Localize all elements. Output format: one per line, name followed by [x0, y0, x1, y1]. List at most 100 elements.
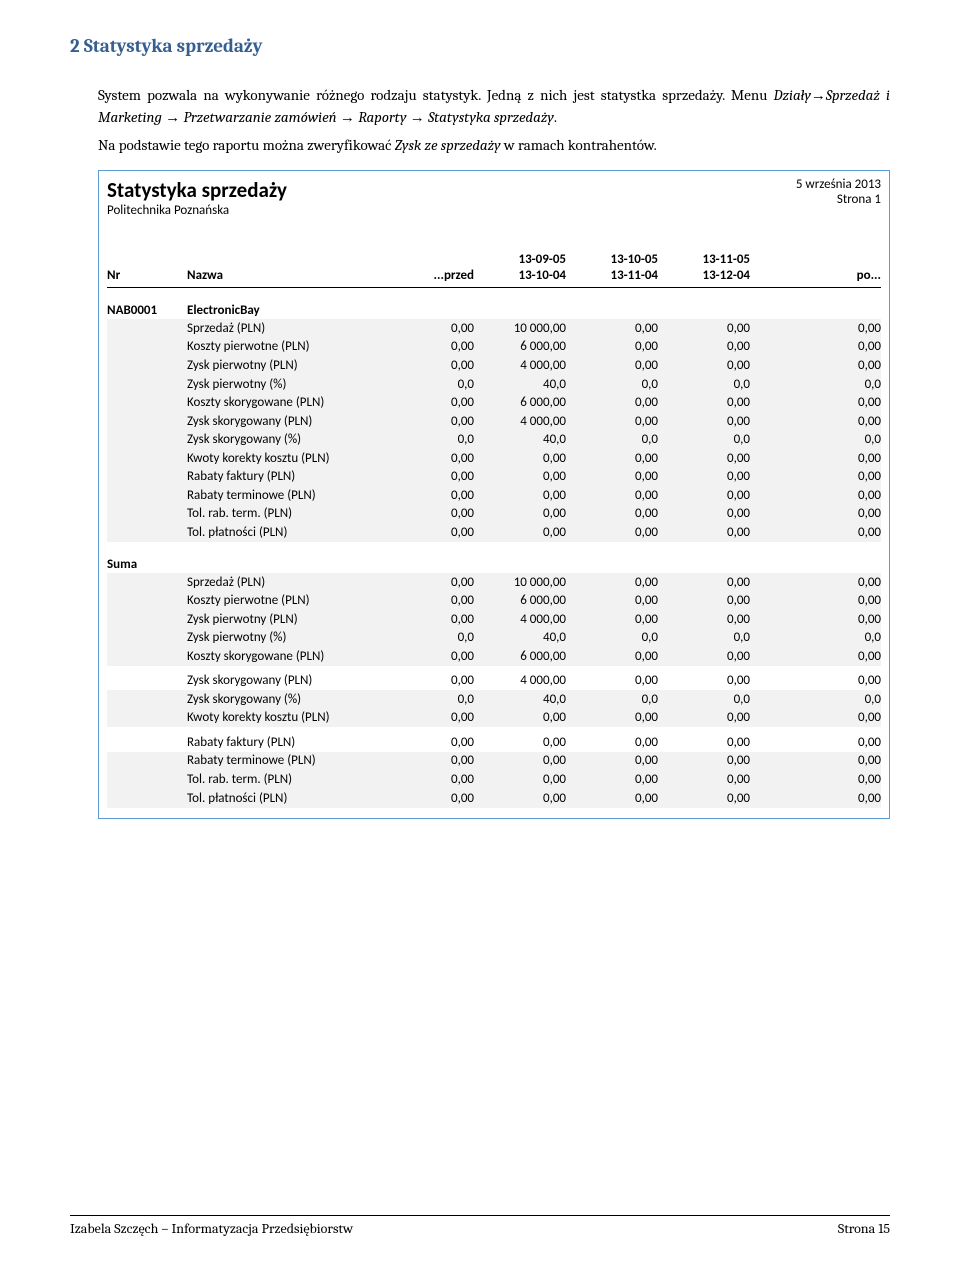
- cell-value: 0,00: [566, 574, 658, 592]
- cell-value: 0,00: [750, 734, 881, 752]
- cell-value: 0,00: [474, 487, 566, 505]
- cell-value: 0,00: [658, 709, 750, 727]
- cell-value: 0,00: [382, 672, 474, 690]
- cell-label: Zysk skorygowany (%): [187, 431, 382, 449]
- cell-value: 0,00: [566, 505, 658, 523]
- paragraph-2: Na podstawie tego raportu można zweryfik…: [98, 135, 890, 157]
- cell-nr: [107, 357, 187, 375]
- cell-value: 0,00: [750, 771, 881, 789]
- cell-nr: [107, 524, 187, 542]
- cell-nr: [107, 752, 187, 770]
- cell-value: 0,00: [566, 611, 658, 629]
- table-row: Koszty pierwotne (PLN)0,006 000,000,000,…: [107, 338, 881, 357]
- cell-value: 0,00: [474, 752, 566, 770]
- cell-value: 0,0: [750, 691, 881, 709]
- table-row: Zysk skorygowany (PLN)0,004 000,000,000,…: [107, 672, 881, 691]
- cell-nr: [107, 320, 187, 338]
- cell-value: 0,00: [382, 611, 474, 629]
- cell-value: 0,00: [382, 468, 474, 486]
- cell-label: Tol. rab. term. (PLN): [187, 505, 382, 523]
- group-header-1: NAB0001 ElectronicBay: [107, 302, 881, 319]
- report-header: Statystyka sprzedaży Politechnika Poznań…: [107, 177, 881, 218]
- group-header-2: Suma: [107, 556, 881, 573]
- rows-group-1: Sprzedaż (PLN)0,0010 000,000,000,000,00K…: [107, 319, 881, 542]
- cell-value: 0,00: [750, 790, 881, 808]
- cell-value: 0,00: [658, 574, 750, 592]
- cell-value: 0,00: [658, 505, 750, 523]
- cell-nr: [107, 691, 187, 709]
- cell-label: Zysk pierwotny (%): [187, 376, 382, 394]
- cell-value: 0,00: [750, 394, 881, 412]
- cell-nr: [107, 648, 187, 666]
- paragraph-1: System pozwala na wykonywanie różnego ro…: [98, 85, 890, 129]
- cell-value: 0,00: [750, 611, 881, 629]
- col-p1-bot: 13-10-04: [474, 268, 566, 284]
- cell-value: 0,0: [658, 629, 750, 647]
- cell-nr: [107, 431, 187, 449]
- col-przed: ...przed: [382, 268, 474, 283]
- table-row: Zysk skorygowany (%)0,040,00,00,00,0: [107, 690, 881, 709]
- table-row: Rabaty terminowe (PLN)0,000,000,000,000,…: [107, 486, 881, 505]
- cell-value: 0,00: [566, 709, 658, 727]
- cell-nr: [107, 574, 187, 592]
- cell-value: 40,0: [474, 431, 566, 449]
- table-row: Koszty skorygowane (PLN)0,006 000,000,00…: [107, 394, 881, 413]
- table-row: Sprzedaż (PLN)0,0010 000,000,000,000,00: [107, 319, 881, 338]
- cell-value: 0,00: [750, 574, 881, 592]
- text: System pozwala na wykonywanie różnego ro…: [98, 86, 774, 104]
- cell-value: 0,00: [566, 648, 658, 666]
- cell-value: 0,00: [750, 709, 881, 727]
- cell-nr: [107, 771, 187, 789]
- cell-value: 0,00: [566, 592, 658, 610]
- cell-value: 6 000,00: [474, 592, 566, 610]
- cell-value: 0,0: [658, 376, 750, 394]
- arrow-icon: →: [811, 87, 826, 104]
- cell-value: 0,00: [566, 524, 658, 542]
- cell-label: Sprzedaż (PLN): [187, 320, 382, 338]
- cell-label: Zysk pierwotny (%): [187, 629, 382, 647]
- cell-value: 0,00: [658, 468, 750, 486]
- cell-label: Koszty skorygowane (PLN): [187, 648, 382, 666]
- cell-value: 0,00: [382, 648, 474, 666]
- text: .: [554, 108, 557, 126]
- cell-value: 0,00: [750, 752, 881, 770]
- cell-value: 40,0: [474, 376, 566, 394]
- cell-value: 0,00: [382, 357, 474, 375]
- report-title: Statystyka sprzedaży: [107, 177, 287, 203]
- cell-value: 0,00: [658, 320, 750, 338]
- cell-label: Kwoty korekty kosztu (PLN): [187, 450, 382, 468]
- cell-value: 0,00: [474, 524, 566, 542]
- cell-label: Rabaty faktury (PLN): [187, 468, 382, 486]
- col-period-3: 13-11-05 13-12-04: [658, 252, 750, 283]
- cell-label: Kwoty korekty kosztu (PLN): [187, 709, 382, 727]
- cell-nr: [107, 450, 187, 468]
- cell-value: 4 000,00: [474, 357, 566, 375]
- table-row: Koszty skorygowane (PLN)0,006 000,000,00…: [107, 647, 881, 666]
- cell-value: 0,00: [474, 790, 566, 808]
- col-p3-bot: 13-12-04: [658, 268, 750, 284]
- cell-value: 0,00: [382, 320, 474, 338]
- cell-value: 0,0: [566, 629, 658, 647]
- cell-value: 0,00: [658, 672, 750, 690]
- cell-value: 0,00: [382, 790, 474, 808]
- menu-path-part: Przetwarzanie zamówień: [180, 108, 340, 126]
- cell-nr: [107, 734, 187, 752]
- column-headers: Nr Nazwa ...przed 13-09-05 13-10-04 13-1…: [107, 252, 881, 288]
- cell-value: 0,0: [566, 691, 658, 709]
- arrow-icon: →: [165, 109, 180, 126]
- cell-value: 0,0: [566, 376, 658, 394]
- cell-label: Koszty pierwotne (PLN): [187, 592, 382, 610]
- cell-value: 0,00: [566, 734, 658, 752]
- cell-value: 0,00: [750, 487, 881, 505]
- cell-value: 0,0: [750, 629, 881, 647]
- cell-value: 40,0: [474, 691, 566, 709]
- cell-value: 0,00: [750, 357, 881, 375]
- cell-value: 0,00: [658, 524, 750, 542]
- cell-value: 0,00: [474, 450, 566, 468]
- table-row: Koszty pierwotne (PLN)0,006 000,000,000,…: [107, 592, 881, 611]
- cell-value: 0,00: [566, 487, 658, 505]
- cell-label: Zysk skorygowany (PLN): [187, 413, 382, 431]
- table-row: Zysk pierwotny (PLN)0,004 000,000,000,00…: [107, 357, 881, 376]
- cell-value: 0,0: [658, 691, 750, 709]
- table-row: Kwoty korekty kosztu (PLN)0,000,000,000,…: [107, 709, 881, 728]
